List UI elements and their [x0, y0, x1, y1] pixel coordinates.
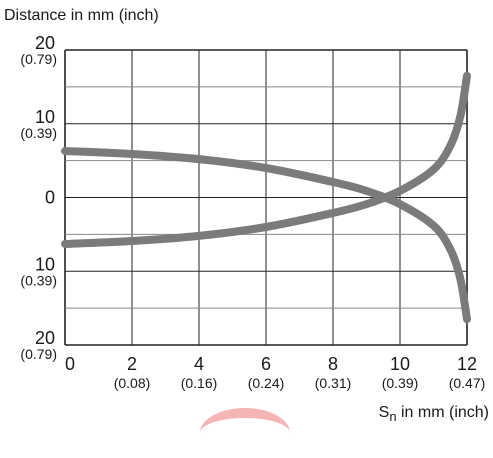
x-tick-sublabel-4: (0.31)	[315, 375, 352, 391]
y-tick-label-2: 0	[45, 188, 55, 208]
y-tick-sublabel-1: (0.39)	[20, 125, 57, 141]
chart: Distance in mm (inch) 20(0.79)10(0.39)01…	[4, 7, 489, 424]
x-tick-label-6: 12	[457, 354, 477, 374]
watermark	[200, 408, 290, 458]
x-tick-sublabel-2: (0.16)	[181, 375, 218, 391]
x-tick-sublabel-1: (0.08)	[114, 375, 151, 391]
x-tick-sublabel-5: (0.39)	[382, 375, 419, 391]
x-tick-labels: 0 2(0.08) 4(0.16) 6(0.24) 8(0.31) 10(0.39) 12(…	[65, 354, 485, 391]
x-tick-sublabel-3: (0.24)	[248, 375, 285, 391]
x-tick-label-2: 4	[194, 354, 204, 374]
y-tick-label-1: 10	[35, 107, 55, 127]
y-tick-sublabel-3: (0.39)	[20, 272, 57, 288]
x-tick-label-1: 2	[127, 354, 137, 374]
y-tick-labels: 20(0.79)10(0.39)010(0.39)20(0.79)	[20, 33, 57, 362]
x-axis-title: Sn in mm (inch)	[379, 404, 489, 424]
x-tick-label-3: 6	[261, 354, 271, 374]
y-axis-title: Distance in mm (inch)	[4, 7, 159, 24]
series-group	[61, 71, 471, 324]
y-tick-sublabel-4: (0.79)	[20, 346, 57, 362]
y-tick-label-4: 20	[35, 328, 55, 348]
series-line-2	[61, 71, 471, 248]
series-line-1	[61, 147, 471, 324]
x-tick-label-4: 8	[328, 354, 338, 374]
x-tick-label-0: 0	[65, 354, 75, 374]
y-tick-label-3: 10	[35, 254, 55, 274]
y-tick-sublabel-0: (0.79)	[20, 51, 57, 67]
y-tick-label-0: 20	[35, 33, 55, 53]
grid	[64, 49, 468, 346]
x-tick-label-5: 10	[390, 354, 410, 374]
x-tick-sublabel-6: (0.47)	[449, 375, 486, 391]
